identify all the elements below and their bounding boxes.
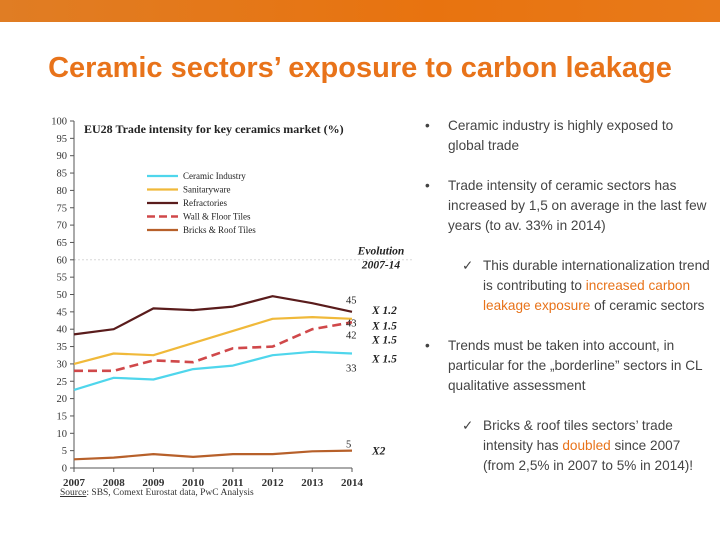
y-tick-label: 85 [57, 169, 68, 180]
y-tick-label: 70 [57, 221, 68, 232]
highlight-text: increased carbon leakage exposure [483, 278, 691, 313]
legend-label: Sanitaryware [183, 185, 230, 195]
end-value-label: 5 [346, 440, 351, 451]
series-line-sanitaryware [73, 316, 353, 365]
slide-title: Ceramic sectors’ exposure to carbon leak… [48, 52, 672, 84]
sub-bullet-text: of ceramic sectors [590, 298, 705, 313]
y-tick-label: 90 [57, 151, 68, 162]
bullet-text: Ceramic industry is highly exposed to gl… [448, 118, 674, 153]
evolution-label: X 1.5 [371, 354, 397, 366]
y-tick-label: 100 [51, 117, 67, 128]
chart-title: EU28 Trade intensity for key ceramics ma… [84, 122, 344, 136]
y-tick-label: 80 [57, 186, 68, 197]
x-tick-label: 2014 [341, 477, 364, 489]
trade-intensity-chart: 0 5 10 15 20 25 30 35 40 45 50 55 60 65 70 75 80 85 90 95 10… [30, 110, 425, 520]
chart-svg: 0 5 10 15 20 25 30 35 40 45 50 55 60 65 70 75 80 85 90 95 10… [51, 117, 412, 489]
y-tick-label: 25 [57, 377, 68, 388]
check-icon: ✓ [462, 258, 474, 273]
x-tick-label: 2012 [262, 477, 285, 489]
end-value-label: 42 [346, 330, 357, 341]
y-tick-label: 0 [62, 464, 67, 475]
end-value-label: 33 [346, 363, 357, 374]
evolution-label: X 1.5 [371, 321, 397, 333]
evolution-label: X2 [371, 446, 386, 458]
y-tick-label: 95 [57, 134, 68, 145]
series-line-refractories [73, 295, 353, 336]
x-tick-label: 2008 [103, 477, 126, 489]
end-value-label: 43 [346, 318, 357, 329]
legend-label: Ceramic Industry [183, 171, 246, 181]
y-tick-label: 60 [57, 255, 68, 266]
evolution-label: X 1.2 [371, 305, 397, 317]
bullet-text: Trade intensity of ceramic sectors has i… [448, 178, 707, 233]
series-line-bricks-roof-tiles [73, 449, 353, 461]
bullet-item: • Ceramic industry is highly exposed to g… [425, 116, 710, 156]
x-tick-label: 2010 [182, 477, 205, 489]
legend-label: Bricks & Roof Tiles [183, 225, 256, 235]
x-tick-label: 2011 [222, 477, 243, 489]
y-tick-label: 35 [57, 342, 68, 353]
evolution-label: X 1.5 [371, 335, 397, 347]
highlight-text: doubled [562, 438, 611, 453]
end-value-label: 45 [346, 296, 357, 307]
check-icon: ✓ [462, 418, 474, 433]
series-line-wall-floor-tiles [74, 321, 353, 373]
y-tick-label: 55 [57, 273, 68, 284]
y-tick-label: 5 [62, 446, 67, 457]
legend-label: Refractories [183, 198, 227, 208]
source-label: Source [60, 488, 87, 498]
top-accent-bar [0, 0, 720, 22]
evolution-title: 2007-14 [361, 260, 401, 272]
y-tick-label: 75 [57, 203, 68, 214]
bullet-item: • Trade intensity of ceramic sectors has … [425, 176, 710, 236]
bullet-dot-icon: • [425, 178, 430, 193]
source-note: Source: SBS, Comext Eurostat data, PwC A… [60, 488, 254, 498]
evolution-title: Evolution [357, 246, 405, 258]
x-tick-label: 2013 [301, 477, 324, 489]
y-tick-label: 20 [57, 394, 68, 405]
legend-label: Wall & Floor Tiles [183, 212, 251, 222]
sub-bullet-text: Bricks & roof tiles sectors’ trade inten… [483, 418, 673, 453]
y-tick-label: 40 [57, 325, 68, 336]
bullet-list: • Ceramic industry is highly exposed to g… [425, 116, 710, 476]
y-tick-label: 45 [57, 307, 68, 318]
sub-bullet-text: This durable internationalization trend … [483, 258, 710, 293]
x-tick-label: 2009 [142, 477, 165, 489]
bullet-item: • Trends must be taken into account, in p… [425, 336, 710, 396]
sub-bullet-item: ✓ This durable internationalization trend… [425, 256, 710, 316]
bullet-dot-icon: • [425, 118, 430, 133]
y-tick-label: 50 [57, 290, 68, 301]
y-tick-label: 30 [57, 359, 68, 370]
y-tick-label: 15 [57, 411, 68, 422]
x-tick-label: 2007 [63, 477, 86, 489]
source-text: : SBS, Comext Eurostat data, PwC Analysi… [86, 488, 254, 498]
bullet-text: Trends must be taken into account, in pa… [448, 338, 703, 393]
sub-bullet-item: ✓ Bricks & roof tiles sectors’ trade inte… [425, 416, 710, 476]
series-line-ceramic-industry [73, 350, 353, 391]
y-tick-label: 10 [57, 429, 68, 440]
bullet-dot-icon: • [425, 338, 430, 353]
sub-bullet-text: since 2007 (from 2,5% in 2007 to 5% in 2… [483, 438, 694, 473]
y-tick-label: 65 [57, 238, 68, 249]
